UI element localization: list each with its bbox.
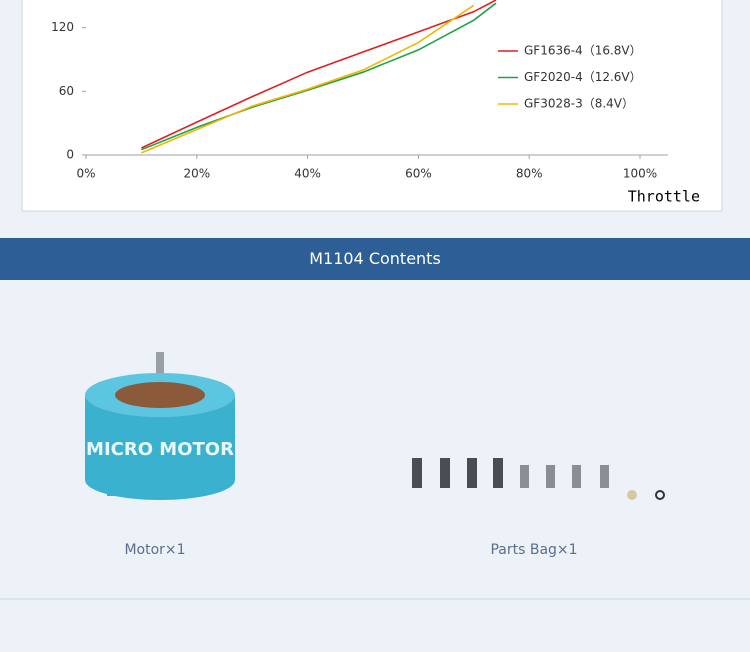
item-caption: Motor×1 xyxy=(124,542,186,558)
x-tick-label: 60% xyxy=(405,167,432,181)
chart: Throttle 0 60 120 0% 20% 40% 60% 80% 100% GF1636-… xyxy=(21,0,723,212)
legend-label: GF1636-4（16.8V） xyxy=(524,44,642,58)
section-banner: M1104 Contents xyxy=(0,238,750,280)
y-tick-label: 120 xyxy=(51,20,74,34)
x-axis-label: Throttle xyxy=(628,188,700,206)
y-tick-label: 60 xyxy=(59,84,74,98)
parts-image xyxy=(412,458,665,500)
series-line xyxy=(141,4,475,154)
motor-image: MICRO MOTOR xyxy=(85,352,235,500)
x-tick-label: 40% xyxy=(294,167,321,181)
chart-frame xyxy=(21,0,723,212)
item-caption: Parts Bag×1 xyxy=(490,542,578,558)
series-line xyxy=(141,2,497,151)
legend-label: GF3028-3（8.4V） xyxy=(524,97,634,111)
contents-images: MICRO MOTOR xyxy=(0,352,750,600)
legend-label: GF2020-4（12.6V） xyxy=(524,70,642,84)
x-tick-label: 100% xyxy=(623,167,657,181)
x-tick-label: 0% xyxy=(76,167,95,181)
x-tick-label: 80% xyxy=(516,167,543,181)
svg-text:MICRO MOTOR: MICRO MOTOR xyxy=(86,439,234,460)
x-tick-label: 20% xyxy=(183,167,210,181)
y-tick-label: 0 xyxy=(66,148,74,162)
series-line xyxy=(141,0,497,149)
